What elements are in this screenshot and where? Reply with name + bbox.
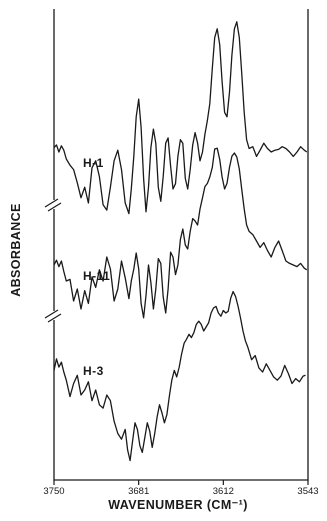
axis-break-mark-lower <box>44 309 62 323</box>
series-label-h-3: H-3 <box>83 364 104 378</box>
axis-break-mark-upper <box>44 198 62 212</box>
series-line-h-11 <box>53 147 308 319</box>
y-axis-title: ABSORBANCE <box>9 203 23 297</box>
x-tick-label: 3612 <box>213 486 234 497</box>
series-layer <box>53 21 308 462</box>
trace-labels: H-1 H-11 H-3 <box>83 156 110 378</box>
x-axis-ticks: 3750 3681 3612 3543 <box>43 480 319 497</box>
series-label-h-1: H-1 <box>83 156 104 170</box>
series-line-h-3 <box>53 290 306 462</box>
series-line-h-1 <box>53 21 308 215</box>
x-tick-label: 3681 <box>128 486 149 497</box>
plot-frame <box>53 9 309 481</box>
x-tick-label: 3750 <box>43 486 64 497</box>
x-axis-title: WAVENUMBER (CM⁻¹) <box>108 498 248 512</box>
x-tick-label: 3543 <box>297 486 318 497</box>
series-label-h-11: H-11 <box>83 269 110 283</box>
